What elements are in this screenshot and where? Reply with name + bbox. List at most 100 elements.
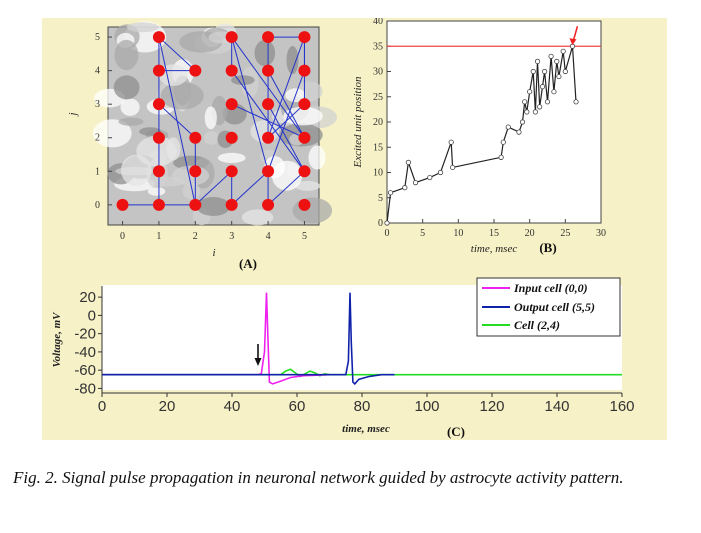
network-connection <box>267 70 305 138</box>
position-point <box>556 73 562 80</box>
position-point <box>548 53 554 59</box>
astrocyte-blob <box>120 154 152 186</box>
astrocyte-blob <box>203 131 220 145</box>
neuron-marker <box>225 198 238 211</box>
panel-c-series <box>102 292 622 386</box>
panel-c-arrow-icon <box>254 344 262 366</box>
network-connection <box>267 36 305 138</box>
position-point <box>524 109 530 115</box>
astrocyte-blob <box>241 209 274 226</box>
y-tick-label: 0 <box>378 218 383 229</box>
y-tick-label: 1 <box>95 166 100 177</box>
panel-c-label: (C) <box>447 424 465 439</box>
x-tick-label: 0 <box>385 228 390 239</box>
astrocyte-blob <box>196 197 231 216</box>
x-tick-label: 3 <box>229 231 234 242</box>
legend-label-input: Input cell (0,0) <box>513 281 588 295</box>
x-tick-label: 5 <box>420 228 425 239</box>
neuron-marker <box>298 131 311 144</box>
x-tick-label: 140 <box>544 398 569 415</box>
astrocyte-blob <box>126 22 159 33</box>
position-point <box>542 68 548 75</box>
y-tick-label: -80 <box>74 380 96 397</box>
astrocyte-blob <box>292 197 333 224</box>
network-connection <box>267 170 305 206</box>
neuron-marker <box>225 31 238 44</box>
position-point <box>498 154 504 160</box>
position-point <box>560 48 566 54</box>
network-connection <box>267 103 305 172</box>
position-point <box>500 139 506 145</box>
astrocyte-blob <box>204 106 217 130</box>
position-point <box>519 119 526 125</box>
panel-a-neurons <box>116 31 311 211</box>
neuron-marker <box>152 198 165 211</box>
neuron-marker <box>225 131 238 144</box>
arrow-head <box>569 38 577 46</box>
position-point <box>516 129 522 135</box>
position-point <box>534 58 541 65</box>
position-point <box>437 169 444 176</box>
panel-b-xlabel: time, msec <box>471 243 518 255</box>
x-tick-label: 25 <box>560 228 570 239</box>
network-connection <box>158 36 196 71</box>
position-point <box>527 89 533 95</box>
y-tick-label: -40 <box>74 344 96 361</box>
astrocyte-blob <box>271 160 303 191</box>
astrocyte-blob <box>160 81 204 110</box>
x-tick-label: 4 <box>266 231 271 242</box>
figure-caption: Fig. 2. Signal pulse propagation in neur… <box>13 468 624 487</box>
astrocyte-blob <box>93 119 132 148</box>
astrocyte-blob <box>286 46 299 75</box>
astrocyte-blob <box>120 98 140 116</box>
y-tick-label: 2 <box>95 133 100 144</box>
y-tick-label: -60 <box>74 362 96 379</box>
panel-c-xlabel: time, msec <box>342 423 390 435</box>
position-point <box>530 68 536 75</box>
panel-a-network: 0 1 2 3 4 5 0 1 2 3 4 5 i j (A) <box>67 21 337 271</box>
neuron-marker <box>189 165 202 178</box>
x-tick-label: 1 <box>156 231 161 242</box>
position-point <box>412 180 419 186</box>
astrocyte-blob <box>308 145 326 170</box>
y-tick-label: 10 <box>373 168 383 179</box>
y-tick-label: 40 <box>373 18 383 27</box>
position-point <box>544 99 551 105</box>
y-tick-label: 20 <box>79 289 96 306</box>
legend-label-cell24: Cell (2,4) <box>514 318 560 332</box>
neuron-marker <box>262 64 275 77</box>
panel-a-x-ticks: 0 1 2 3 4 5 <box>120 221 307 242</box>
position-point <box>402 185 408 191</box>
neuron-marker <box>152 131 165 144</box>
position-point <box>427 174 433 181</box>
position-point <box>450 164 456 171</box>
position-point <box>522 99 528 105</box>
arrow-head <box>254 358 262 366</box>
y-tick-label: 4 <box>95 66 100 77</box>
position-point <box>384 220 390 226</box>
neuron-marker <box>189 131 202 144</box>
astrocyte-blob <box>283 106 323 126</box>
astrocyte-blob <box>182 183 201 200</box>
x-tick-label: 160 <box>609 398 634 415</box>
position-point <box>387 190 394 196</box>
neuron-marker <box>189 198 202 211</box>
astrocyte-blob <box>118 117 144 126</box>
neuron-marker <box>298 31 311 44</box>
neuron-marker <box>262 31 275 44</box>
figure-panel: 0 1 2 3 4 5 0 1 2 3 4 5 i j (A) 0 5 10 15 20 25 30 0 5 10 15… <box>42 18 667 440</box>
neuron-marker <box>262 131 275 144</box>
neuron-marker <box>116 198 129 211</box>
y-tick-label: 0 <box>88 307 96 324</box>
y-tick-label: 30 <box>373 67 383 78</box>
neuron-marker <box>262 165 275 178</box>
voltage-line-output-cell <box>102 292 395 386</box>
x-tick-label: 0 <box>120 231 125 242</box>
neuron-marker <box>262 98 275 111</box>
astrocyte-blob <box>114 39 139 71</box>
neuron-marker <box>152 31 165 44</box>
panel-a-xlabel: i <box>212 247 215 259</box>
x-tick-label: 60 <box>289 398 306 415</box>
